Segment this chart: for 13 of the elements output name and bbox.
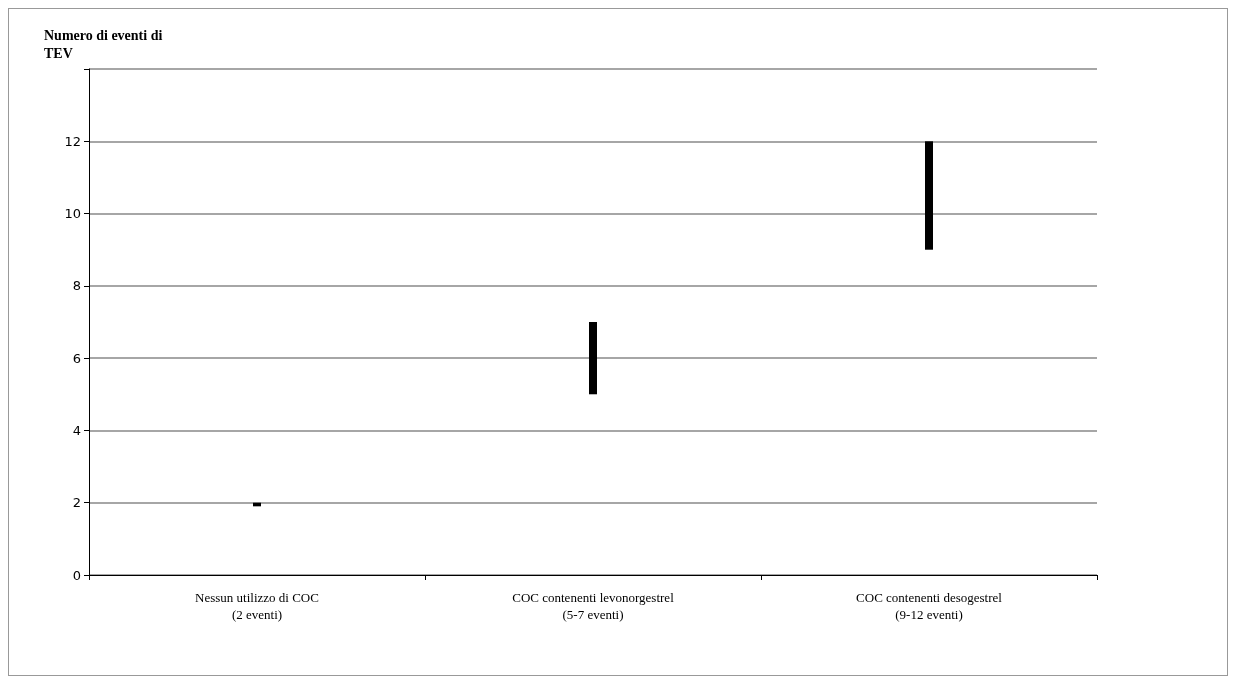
x-tick-label: Nessun utilizzo di COC (2 eventi) xyxy=(195,590,319,622)
x-tick-label: COC contenenti desogestrel (9-12 eventi) xyxy=(856,590,1003,622)
bar xyxy=(925,141,933,250)
x-tick-label: COC contenenti levonorgestrel (5-7 eventi) xyxy=(512,590,675,622)
y-tick-label: 6 xyxy=(72,350,81,366)
y-tick-label: 2 xyxy=(72,495,81,511)
y-tick-label: 10 xyxy=(64,206,81,222)
y-axis-title: Numero di eventi di TEV xyxy=(44,27,163,61)
y-tick-label: 12 xyxy=(64,133,81,149)
y-tick-label: 4 xyxy=(72,422,81,438)
y-tick-label: 8 xyxy=(72,278,81,294)
bar xyxy=(589,322,597,395)
y-tick-label: 0 xyxy=(72,567,81,583)
